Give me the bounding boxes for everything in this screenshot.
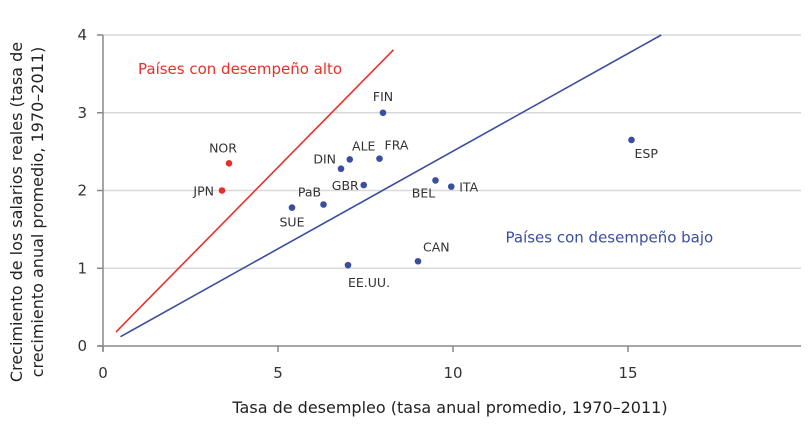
point-marker	[379, 109, 387, 117]
high-performance-label: Países con desempeño alto	[138, 60, 342, 78]
y-tick-label: 0	[77, 337, 87, 355]
low-performance-trend-line	[120, 34, 662, 338]
data-point-esp: ESP	[628, 136, 659, 161]
point-marker	[344, 261, 352, 269]
point-marker	[346, 156, 354, 163]
point-marker	[432, 177, 439, 184]
data-point-fin: FIN	[373, 89, 393, 117]
point-label: NOR	[209, 140, 237, 155]
point-label: JPN	[192, 184, 214, 199]
point-label: ESP	[635, 146, 659, 161]
point-label: GBR	[332, 178, 359, 193]
point-label: ALE	[352, 138, 376, 153]
point-marker	[628, 136, 635, 144]
point-marker	[320, 201, 327, 208]
y-tick-label: 4	[77, 26, 87, 44]
x-tick-label: 10	[443, 364, 462, 382]
point-marker	[360, 181, 368, 189]
y-axis-title-line-1: Crecimiento de los salarios reales (tasa…	[7, 42, 26, 382]
low-performance-label: Países con desempeño bajo	[506, 229, 714, 247]
data-point-bel: BEL	[412, 177, 439, 200]
y-tick-label: 2	[77, 182, 87, 200]
point-marker	[225, 159, 233, 167]
point-marker	[337, 165, 345, 173]
high-performance-boundary-line	[115, 49, 395, 333]
point-label: BEL	[412, 185, 435, 200]
data-point-nor: NOR	[209, 140, 237, 167]
point-marker	[218, 187, 226, 194]
trend-lines	[115, 34, 662, 338]
point-label: FRA	[385, 138, 409, 153]
point-marker	[414, 257, 422, 265]
data-point-ita: ITA	[447, 180, 479, 195]
x-tick-label: 5	[273, 364, 283, 382]
data-point-sue: SUE	[280, 204, 305, 230]
region-annotations: Países con desempeño alto Países con dese…	[138, 60, 713, 247]
tick-labels: 0 1 2 3 4 0 5 10 15	[77, 26, 637, 382]
data-point-ale: ALE	[346, 138, 376, 163]
point-label: PaB	[298, 184, 321, 199]
data-point-din: DIN	[313, 152, 345, 173]
point-label: ITA	[459, 180, 478, 195]
x-axis-title: Tasa de desempleo (tasa anual promedio, …	[231, 398, 667, 417]
point-marker	[447, 183, 455, 190]
point-label: SUE	[280, 215, 305, 230]
point-marker	[376, 155, 383, 162]
data-point-eeuu: EE.UU.	[344, 261, 390, 290]
axes	[97, 34, 801, 352]
data-point-fra: FRA	[376, 138, 409, 162]
data-point-gbr: GBR	[332, 178, 368, 193]
x-tick-label: 0	[98, 364, 108, 382]
data-point-jpn: JPN	[192, 184, 226, 199]
y-axis-title: Crecimiento de los salarios reales (tasa…	[7, 42, 47, 382]
data-point-can: CAN	[414, 239, 450, 265]
point-label: DIN	[313, 152, 336, 167]
y-tick-label: 3	[77, 104, 87, 122]
data-points: NOR JPN FIN DIN ALE FRA GBR PaB SUE BEL ITA CAN EE.U…	[192, 89, 658, 290]
data-point-pab: PaB	[298, 184, 327, 208]
point-marker	[288, 204, 296, 211]
x-tick-label: 15	[618, 364, 637, 382]
y-tick-label: 1	[77, 259, 87, 277]
y-axis-title-line-2: crecimiento anual promedio, 1970–2011)	[28, 47, 47, 378]
point-label: EE.UU.	[348, 275, 390, 290]
point-label: FIN	[373, 89, 393, 104]
point-label: CAN	[423, 239, 450, 254]
